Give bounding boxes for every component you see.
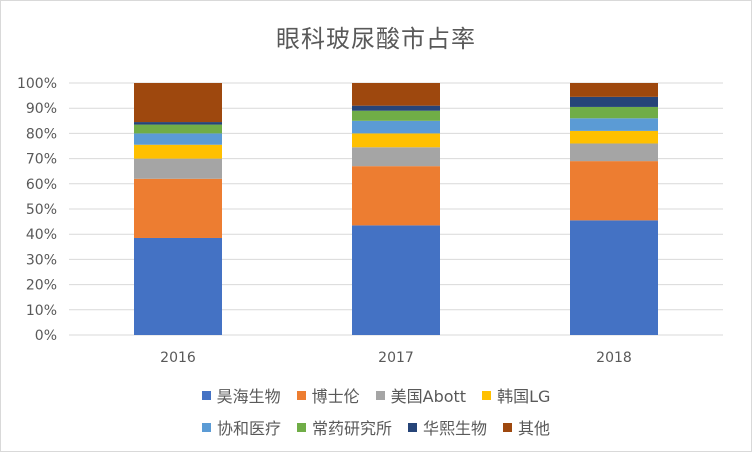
legend-item[interactable]: 韩国LG xyxy=(482,383,550,407)
bar-segment[interactable] xyxy=(570,143,658,162)
bar-segment[interactable] xyxy=(134,124,222,134)
x-tick-label: 2017 xyxy=(378,350,414,366)
legend-label: 博士伦 xyxy=(311,387,360,406)
bar-segment[interactable] xyxy=(134,158,222,179)
legend-item[interactable]: 昊海生物 xyxy=(201,383,281,407)
chart-title: 眼科玻尿酸市占率 xyxy=(276,25,476,53)
bar-segment[interactable] xyxy=(352,83,440,106)
bar-segment[interactable] xyxy=(134,122,222,125)
x-axis-ticks: 2016 2017 2018 xyxy=(160,350,632,366)
bar-segment[interactable] xyxy=(352,166,440,226)
x-tick-label: 2016 xyxy=(160,350,196,366)
legend-row-1: 昊海生物 博士伦 美国Abott 韩国LG xyxy=(1,383,751,407)
bar-segment[interactable] xyxy=(570,220,658,335)
legend-swatch xyxy=(296,390,306,400)
bar-segment[interactable] xyxy=(570,118,658,131)
bar-segment[interactable] xyxy=(134,178,222,238)
bar-segment[interactable] xyxy=(570,106,658,119)
bar-segment[interactable] xyxy=(134,83,222,123)
legend-label: 韩国LG xyxy=(497,387,551,406)
legend-item[interactable]: 美国Abott xyxy=(375,383,467,407)
bar-segment[interactable] xyxy=(352,225,440,335)
legend-swatch xyxy=(375,390,385,400)
legend-label: 其他 xyxy=(518,419,551,438)
bar-segment[interactable] xyxy=(570,130,658,144)
legend-swatch xyxy=(201,390,211,400)
y-tick-label: 0% xyxy=(35,328,57,344)
bar-segment[interactable] xyxy=(134,133,222,145)
legend-label: 华熙生物 xyxy=(423,419,488,438)
legend-swatch xyxy=(296,422,306,432)
legend-label: 美国Abott xyxy=(390,387,467,406)
y-tick-label: 80% xyxy=(26,126,57,142)
y-tick-label: 60% xyxy=(26,177,57,193)
legend-item[interactable]: 协和医疗 xyxy=(201,415,281,439)
legend-item[interactable]: 其他 xyxy=(503,415,550,439)
y-tick-label: 70% xyxy=(26,152,57,168)
y-tick-label: 10% xyxy=(26,303,57,319)
legend-label: 协和医疗 xyxy=(216,419,281,438)
bar-segment[interactable] xyxy=(570,83,658,97)
legend-label: 昊海生物 xyxy=(216,387,281,406)
x-tick-label: 2018 xyxy=(596,350,632,366)
bar-segment[interactable] xyxy=(352,120,440,134)
bar-segment[interactable] xyxy=(352,147,440,167)
bar-segment[interactable] xyxy=(570,96,658,107)
legend-swatch xyxy=(201,422,211,432)
bar-segment[interactable] xyxy=(352,110,440,121)
y-tick-label: 90% xyxy=(26,101,57,117)
legend-row-2: 协和医疗 常药研究所 华熙生物 其他 xyxy=(1,415,751,439)
legend-label: 常药研究所 xyxy=(311,419,392,438)
legend-item[interactable]: 华熙生物 xyxy=(408,415,487,439)
y-tick-label: 100% xyxy=(17,76,57,92)
y-tick-label: 30% xyxy=(26,252,57,268)
legend-item[interactable]: 博士伦 xyxy=(296,383,360,407)
bars xyxy=(134,83,658,335)
legend-item[interactable]: 常药研究所 xyxy=(296,415,392,439)
legend-swatch xyxy=(408,422,417,432)
bar-segment[interactable] xyxy=(570,161,658,221)
legend-swatch xyxy=(503,422,513,432)
bar-segment[interactable] xyxy=(134,144,222,159)
bar-segment[interactable] xyxy=(134,237,222,335)
y-tick-label: 20% xyxy=(26,278,57,294)
y-tick-label: 50% xyxy=(26,202,57,218)
legend-swatch xyxy=(482,390,492,400)
bar-segment[interactable] xyxy=(352,133,440,148)
y-axis-ticks: 0% 10% 20% 30% 40% 50% 60% 70% 80% 90% 100% xyxy=(17,76,57,344)
bar-segment[interactable] xyxy=(352,105,440,111)
y-tick-label: 40% xyxy=(26,227,57,243)
